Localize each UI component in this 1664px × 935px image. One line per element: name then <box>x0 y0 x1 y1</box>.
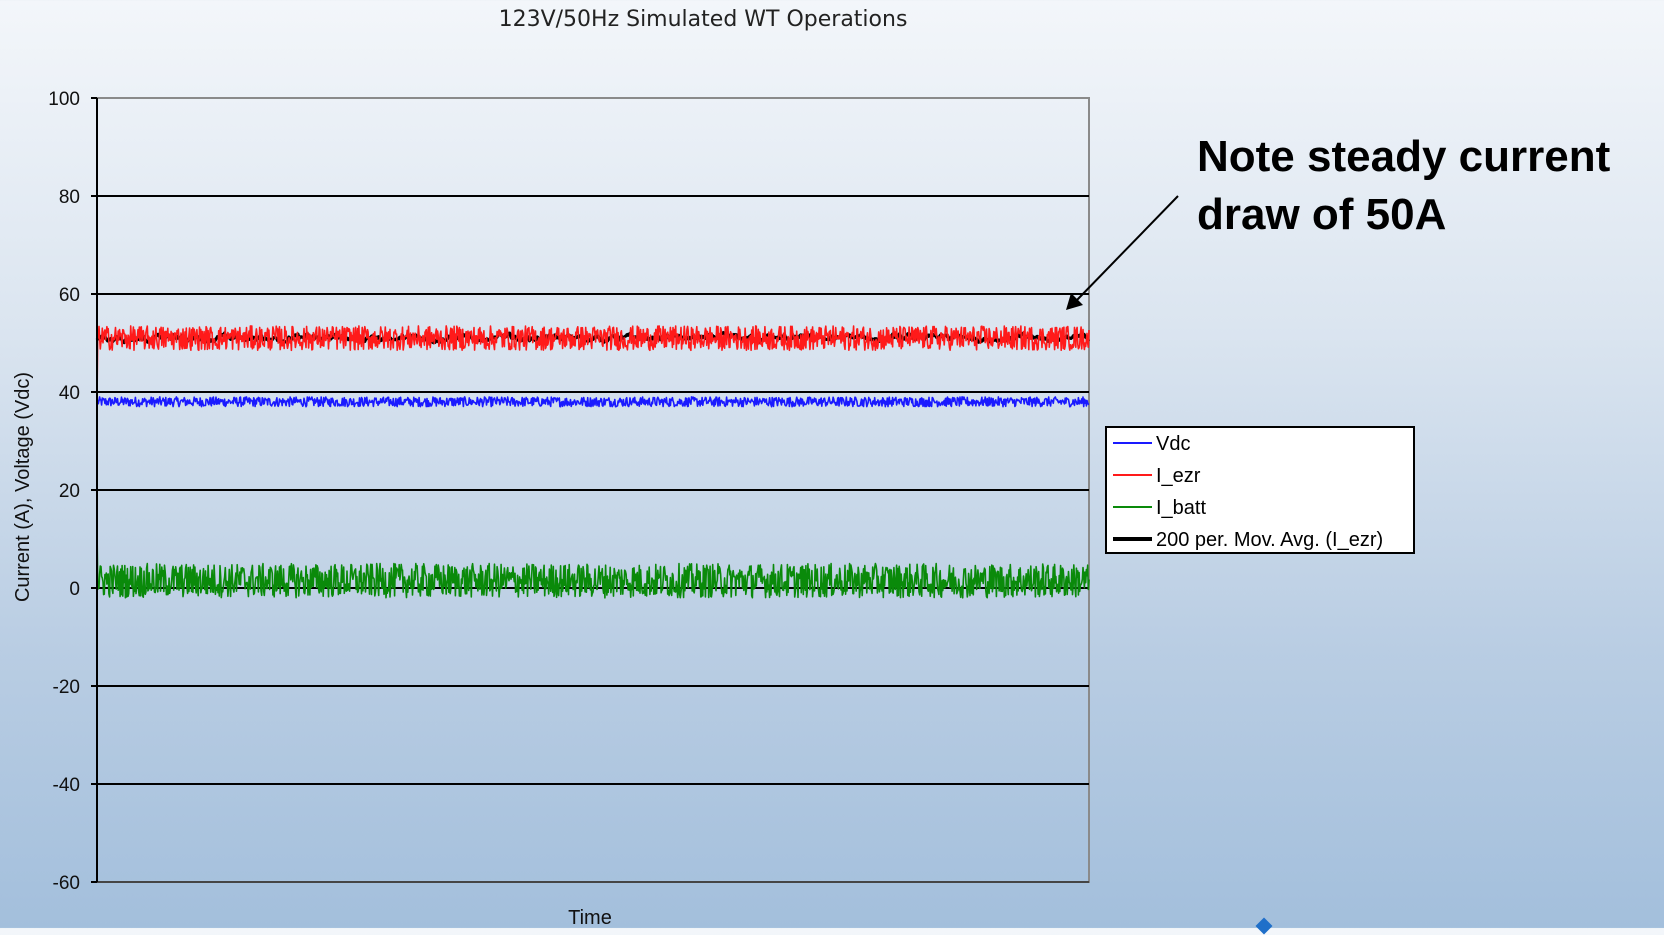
legend-label: 200 per. Mov. Avg. (I_ezr) <box>1156 529 1383 551</box>
legend-label: I_batt <box>1156 497 1206 519</box>
series-lines <box>95 325 1091 599</box>
legend: Vdc I_ezr I_batt 200 per. Mov. Avg. (I_ezr) <box>1105 426 1415 554</box>
y-tick-label: 80 <box>59 187 80 208</box>
series-line-vdc <box>96 396 1090 408</box>
y-axis-label: Current (A), Voltage (Vdc) <box>12 372 34 602</box>
y-tick-label: 0 <box>69 579 80 600</box>
annotation-line-1: Note steady current <box>1197 132 1611 181</box>
annotation-line-2: draw of 50A <box>1197 190 1447 239</box>
legend-label: Vdc <box>1156 433 1190 455</box>
annotation-note: Note steady current draw of 50A <box>1197 128 1610 244</box>
y-tick-label: 60 <box>59 285 80 306</box>
y-tick-label: 40 <box>59 383 80 404</box>
y-tick-label: -20 <box>53 677 80 698</box>
legend-label: I_ezr <box>1156 465 1201 487</box>
annotation-arrow <box>1066 195 1179 310</box>
y-tick-label: 20 <box>59 481 80 502</box>
series-line-i-batt <box>96 529 1090 599</box>
legend-box <box>1105 426 1415 554</box>
series-line-i-ezr <box>96 325 1090 402</box>
y-tick-label: 100 <box>48 89 80 110</box>
y-axis-ticks: -60 -40 -20 0 20 40 60 80 100 <box>48 89 97 894</box>
chart-title: 123V/50Hz Simulated WT Operations <box>499 7 908 32</box>
x-axis-label: Time <box>568 907 612 928</box>
y-tick-label: -60 <box>53 873 80 894</box>
grid-lines <box>97 195 1089 785</box>
y-tick-label: -40 <box>53 775 80 796</box>
